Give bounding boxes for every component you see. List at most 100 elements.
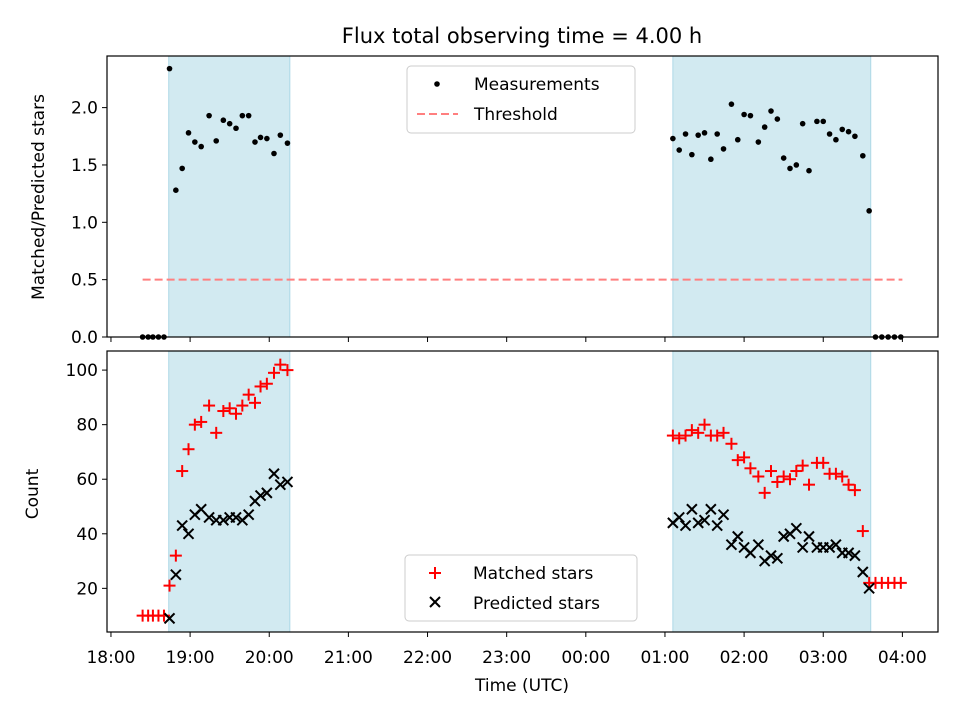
matched-star-point — [176, 465, 189, 478]
predicted-star-point — [254, 489, 267, 502]
predicted-star-point — [242, 508, 255, 521]
measurement-point — [264, 135, 270, 142]
matched-star-point — [267, 366, 280, 379]
matched-star-point — [744, 462, 757, 475]
measurement-point — [173, 187, 179, 193]
x-tick-label: 18:00 — [86, 648, 135, 668]
x-tick-label: 03:00 — [799, 648, 848, 668]
measurement-point — [755, 139, 762, 145]
measurement-point — [833, 136, 839, 143]
ratio-y-tick-label: 0.5 — [71, 271, 98, 291]
matched-star-point — [771, 475, 784, 488]
x-tick-label: 21:00 — [324, 648, 373, 668]
matched-star-point — [717, 426, 730, 439]
measurement-point — [185, 130, 192, 136]
measurement-point — [774, 116, 781, 122]
ratio-legend: Measurements Threshold — [406, 65, 636, 134]
matched-star-point — [673, 432, 686, 445]
count-y-tick-label: 80 — [76, 416, 98, 436]
matched-star-point — [836, 470, 849, 483]
matched-star-point — [777, 470, 790, 483]
measurement-point — [852, 133, 858, 140]
predicted-star-point — [842, 547, 855, 559]
matched-star-point — [236, 399, 249, 412]
predicted-star-point — [274, 478, 287, 491]
count-y-axis-label: Count — [23, 468, 43, 519]
x-axis-label: Time (UTC) — [474, 676, 569, 696]
predicted-star-point — [182, 528, 195, 540]
measurement-point — [252, 139, 258, 145]
count-legend: Matched stars Predicted stars — [404, 554, 638, 622]
count-legend-box — [404, 554, 638, 622]
count-panel: 20 40 60 80 100 Count 18:00 19:00 20:00 21:00 22… — [23, 350, 939, 696]
measurement-point — [226, 120, 233, 127]
measurement-point — [695, 132, 701, 138]
predicted-star-point — [698, 514, 711, 526]
matched-star-point — [274, 358, 287, 371]
predicted-star-point — [711, 519, 723, 532]
predicted-star-point — [281, 476, 294, 488]
predicted-star-point — [230, 511, 242, 524]
x-tick-label: 04:00 — [878, 648, 927, 668]
measurement-point — [734, 136, 741, 143]
matched-star-point — [802, 478, 815, 491]
matched-star-point — [281, 364, 294, 377]
matched-star-point — [182, 443, 195, 456]
matched-star-point — [752, 470, 765, 483]
x-tick-label: 01:00 — [640, 648, 689, 668]
predicted-star-point — [863, 582, 875, 595]
measurement-point — [213, 138, 220, 144]
predicted-star-point — [803, 530, 815, 543]
predicted-star-point — [673, 511, 685, 524]
matched-star-point — [725, 437, 738, 450]
observing-windows-top — [168, 55, 872, 338]
ratio-y-tick-label: 0.0 — [71, 328, 98, 348]
observing-window — [168, 55, 291, 338]
measurement-point — [670, 135, 676, 142]
x-tick-label: 02:00 — [720, 648, 769, 668]
measurement-point — [239, 112, 246, 119]
predicted-star-point — [217, 514, 230, 526]
matched-star-point — [692, 426, 705, 439]
measurement-point — [793, 162, 800, 168]
predicted-star-point — [777, 530, 790, 543]
measurement-point — [780, 155, 787, 161]
ratio-panel-frame — [106, 55, 939, 338]
measurement-point — [233, 125, 239, 132]
matched-star-point — [203, 399, 216, 412]
measurement-point — [277, 132, 284, 138]
measurement-point — [768, 108, 774, 114]
predicted-star-point — [163, 612, 176, 625]
ratio-panel-ticks: 0.0 0.5 1.0 1.5 2.0 — [71, 99, 903, 348]
measurement-point — [866, 208, 872, 214]
observing-windows-bottom — [168, 350, 872, 633]
predicted-star-point — [268, 468, 280, 480]
count-panel-ticks: 20 40 60 80 100 — [66, 361, 903, 637]
matched-star-point — [248, 396, 261, 409]
measurement-point — [839, 126, 846, 133]
measurement-point — [826, 131, 833, 137]
ratio-legend-box — [406, 65, 636, 134]
predicted-star-point — [796, 541, 809, 554]
matched-stars-series — [136, 358, 907, 622]
observing-window — [672, 55, 872, 338]
x-tick-label: 23:00 — [482, 648, 531, 668]
measurement-point — [166, 65, 173, 72]
predicted-star-point — [725, 538, 738, 551]
predicted-star-point — [686, 503, 698, 515]
predicted-star-point — [679, 519, 692, 532]
matched-star-point — [817, 456, 830, 469]
x-tick-label: 19:00 — [166, 648, 215, 668]
measurement-point — [284, 140, 291, 146]
matched-star-point — [260, 377, 273, 390]
measurement-point — [689, 151, 695, 158]
ratio-y-tick-label: 2.0 — [71, 99, 98, 119]
measurement-point — [845, 128, 852, 135]
legend-matched-marker — [429, 567, 441, 579]
measurement-point — [806, 167, 812, 174]
legend-predicted-marker — [429, 596, 441, 608]
count-y-tick-label: 20 — [76, 579, 98, 599]
matched-star-point — [848, 484, 861, 497]
matched-star-point — [195, 415, 208, 428]
